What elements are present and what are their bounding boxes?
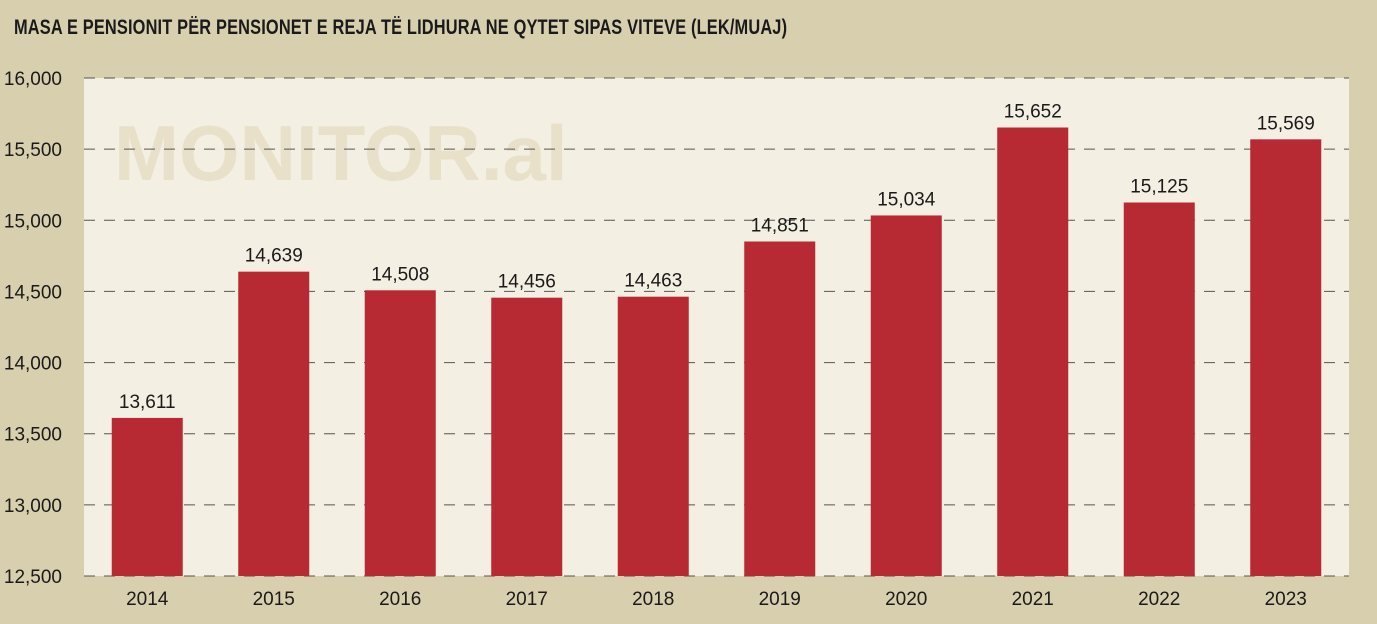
data-label: 15,569 <box>1257 113 1315 134</box>
bar <box>997 127 1069 576</box>
y-tick-label: 14,000 <box>4 354 62 375</box>
x-tick-label: 2020 <box>885 589 927 610</box>
x-tick-label: 2021 <box>1012 589 1054 610</box>
bar <box>744 241 816 577</box>
bar <box>238 271 310 576</box>
x-tick-label: 2019 <box>759 589 801 610</box>
x-tick-label: 2014 <box>126 589 169 610</box>
bar <box>1250 139 1322 577</box>
x-tick-label: 2022 <box>1138 589 1180 610</box>
bar <box>1123 202 1195 576</box>
watermark: MONITOR.al <box>114 109 568 197</box>
y-tick-label: 15,500 <box>4 140 62 161</box>
bar <box>111 417 183 576</box>
data-label: 14,639 <box>245 246 303 267</box>
data-label: 15,034 <box>877 189 936 210</box>
y-tick-label: 15,000 <box>4 211 62 232</box>
data-label: 14,508 <box>371 264 429 285</box>
y-axis: 12,500 13,000 13,500 14,000 14,500 15,000 15,5… <box>4 69 62 588</box>
bar <box>870 215 942 576</box>
chart-title: MASA E PENSIONIT PËR PENSIONET E REJA TË… <box>14 16 788 39</box>
bar <box>364 290 436 576</box>
x-tick-label: 2017 <box>506 589 548 610</box>
y-tick-label: 13,500 <box>4 425 62 446</box>
x-tick-label: 2018 <box>632 589 674 610</box>
x-tick-label: 2023 <box>1265 589 1307 610</box>
bar <box>491 297 563 576</box>
x-tick-label: 2015 <box>253 589 295 610</box>
y-tick-label: 16,000 <box>4 69 62 90</box>
y-tick-label: 12,500 <box>4 567 62 588</box>
y-tick-label: 13,000 <box>4 496 62 517</box>
x-tick-label: 2016 <box>379 589 421 610</box>
x-axis: 2014 2015 2016 2017 2018 2019 2020 2021 2022 2023 <box>126 589 1307 610</box>
data-label: 14,463 <box>624 271 682 292</box>
data-label: 14,456 <box>498 272 556 293</box>
data-labels: 13,611 14,639 14,508 14,456 14,463 14,851 15,0… <box>119 102 1315 413</box>
data-label: 14,851 <box>751 215 809 236</box>
bars <box>111 127 1322 577</box>
data-label: 15,125 <box>1130 177 1188 198</box>
bar <box>617 296 689 576</box>
y-tick-label: 14,500 <box>4 282 62 303</box>
data-label: 13,611 <box>119 392 176 413</box>
data-label: 15,652 <box>1004 102 1062 123</box>
